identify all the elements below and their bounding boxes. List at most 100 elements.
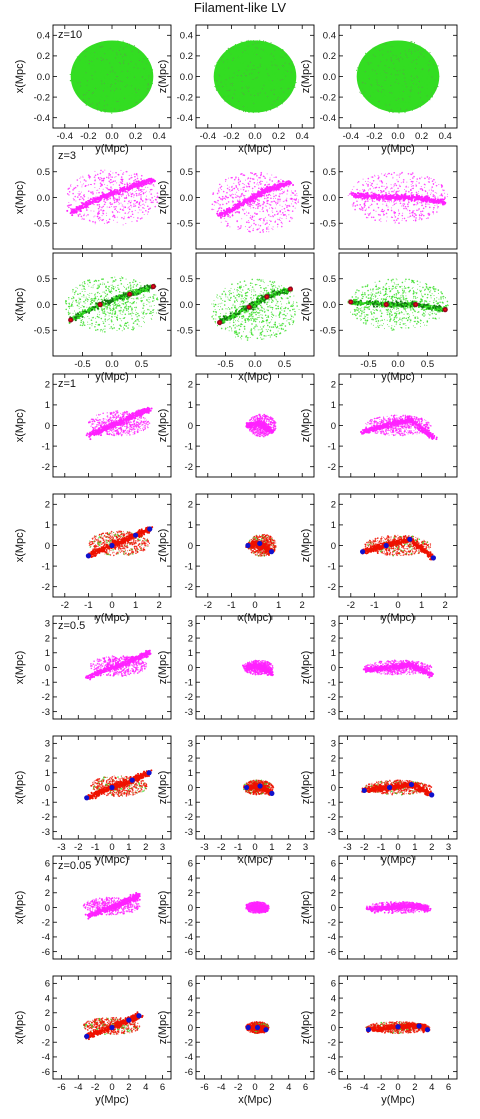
particle-point bbox=[432, 83, 434, 85]
particle-point bbox=[242, 210, 244, 212]
particle-point bbox=[108, 42, 110, 44]
particle-point bbox=[377, 189, 379, 191]
particle-point bbox=[250, 215, 252, 217]
particle-point bbox=[392, 211, 394, 213]
particle-point bbox=[114, 276, 116, 278]
particle-point bbox=[355, 69, 358, 71]
particle-point bbox=[396, 59, 398, 61]
particle-point bbox=[119, 109, 122, 112]
filament-point bbox=[416, 197, 419, 200]
particle-point bbox=[92, 204, 94, 206]
particle-point bbox=[143, 302, 145, 304]
particle-point bbox=[132, 322, 135, 324]
particle-point bbox=[103, 87, 106, 89]
particle-point bbox=[385, 68, 387, 70]
particle-point bbox=[118, 98, 120, 100]
particle-point bbox=[380, 51, 382, 53]
particle-point bbox=[118, 48, 120, 50]
filament-point bbox=[436, 198, 439, 201]
particle-point bbox=[124, 206, 127, 209]
particle-point bbox=[235, 66, 237, 68]
particle-point bbox=[419, 217, 421, 219]
particle-point bbox=[275, 204, 277, 206]
particle-point bbox=[225, 79, 227, 81]
particle-point bbox=[365, 69, 367, 71]
particle-point bbox=[241, 87, 243, 89]
particle-point bbox=[117, 100, 119, 103]
particle-point bbox=[122, 302, 124, 305]
particle-point bbox=[272, 198, 274, 200]
particle-point bbox=[90, 53, 92, 55]
particle-point bbox=[416, 201, 418, 203]
particle-point bbox=[221, 215, 224, 218]
particle-point bbox=[271, 180, 274, 182]
particle-point bbox=[291, 218, 293, 220]
particle-point bbox=[143, 71, 145, 73]
particle-point bbox=[359, 190, 361, 192]
particle-point bbox=[249, 177, 252, 180]
particle-point bbox=[415, 191, 418, 194]
particle-point bbox=[380, 72, 382, 74]
particle-point bbox=[251, 100, 253, 102]
particle-point bbox=[421, 176, 423, 178]
particle-point bbox=[289, 82, 291, 84]
particle-point bbox=[140, 205, 142, 207]
particle-point bbox=[226, 191, 228, 194]
particle-point bbox=[130, 58, 132, 60]
particle-point bbox=[137, 312, 139, 315]
particle-point bbox=[266, 173, 268, 175]
particle-point bbox=[135, 193, 138, 195]
filament-point bbox=[395, 193, 398, 196]
particle-point bbox=[287, 94, 289, 96]
particle-point bbox=[119, 181, 121, 183]
particle-point bbox=[85, 104, 87, 106]
particle-point bbox=[116, 64, 118, 67]
particle-point bbox=[231, 85, 233, 87]
particle-point bbox=[257, 184, 259, 186]
particle-point bbox=[387, 206, 389, 208]
particle-point bbox=[120, 202, 122, 204]
particle-point bbox=[265, 205, 267, 207]
particle-point bbox=[281, 209, 283, 211]
particle-point bbox=[408, 216, 410, 218]
particle-point bbox=[114, 176, 116, 178]
particle-point bbox=[83, 195, 86, 198]
particle-point bbox=[138, 51, 140, 53]
particle-point bbox=[224, 220, 226, 222]
particle-point bbox=[286, 57, 288, 59]
particle-point bbox=[272, 103, 274, 105]
particle-point bbox=[283, 96, 286, 98]
particle-point bbox=[406, 203, 409, 205]
particle-point bbox=[116, 60, 118, 62]
particle-point bbox=[410, 192, 413, 194]
particle-point bbox=[413, 175, 415, 178]
particle-point bbox=[280, 98, 282, 101]
particle-point bbox=[122, 309, 125, 311]
particle-point bbox=[282, 191, 285, 194]
filament-point bbox=[275, 188, 278, 191]
particle-point bbox=[100, 169, 102, 172]
particle-point bbox=[418, 67, 420, 70]
particle-point bbox=[230, 53, 233, 55]
particle-point bbox=[96, 204, 99, 206]
filament-point bbox=[435, 199, 438, 202]
particle-point bbox=[134, 178, 137, 181]
particle-point bbox=[128, 194, 130, 197]
filament-point bbox=[75, 208, 78, 211]
particle-point bbox=[253, 222, 255, 225]
particle-point bbox=[75, 286, 77, 288]
particle-point bbox=[89, 306, 91, 308]
particle-point bbox=[224, 95, 227, 98]
particle-point bbox=[231, 176, 233, 179]
particle-point bbox=[234, 94, 236, 96]
particle-point bbox=[241, 208, 244, 211]
particle-point bbox=[362, 88, 364, 90]
particle-point bbox=[142, 304, 145, 307]
particle-point bbox=[134, 175, 136, 178]
particle-point bbox=[365, 183, 367, 185]
particle-point bbox=[228, 186, 230, 188]
particle-point bbox=[227, 47, 229, 49]
particle-point bbox=[437, 196, 439, 198]
particle-point bbox=[232, 93, 234, 95]
particle-point bbox=[381, 181, 384, 184]
